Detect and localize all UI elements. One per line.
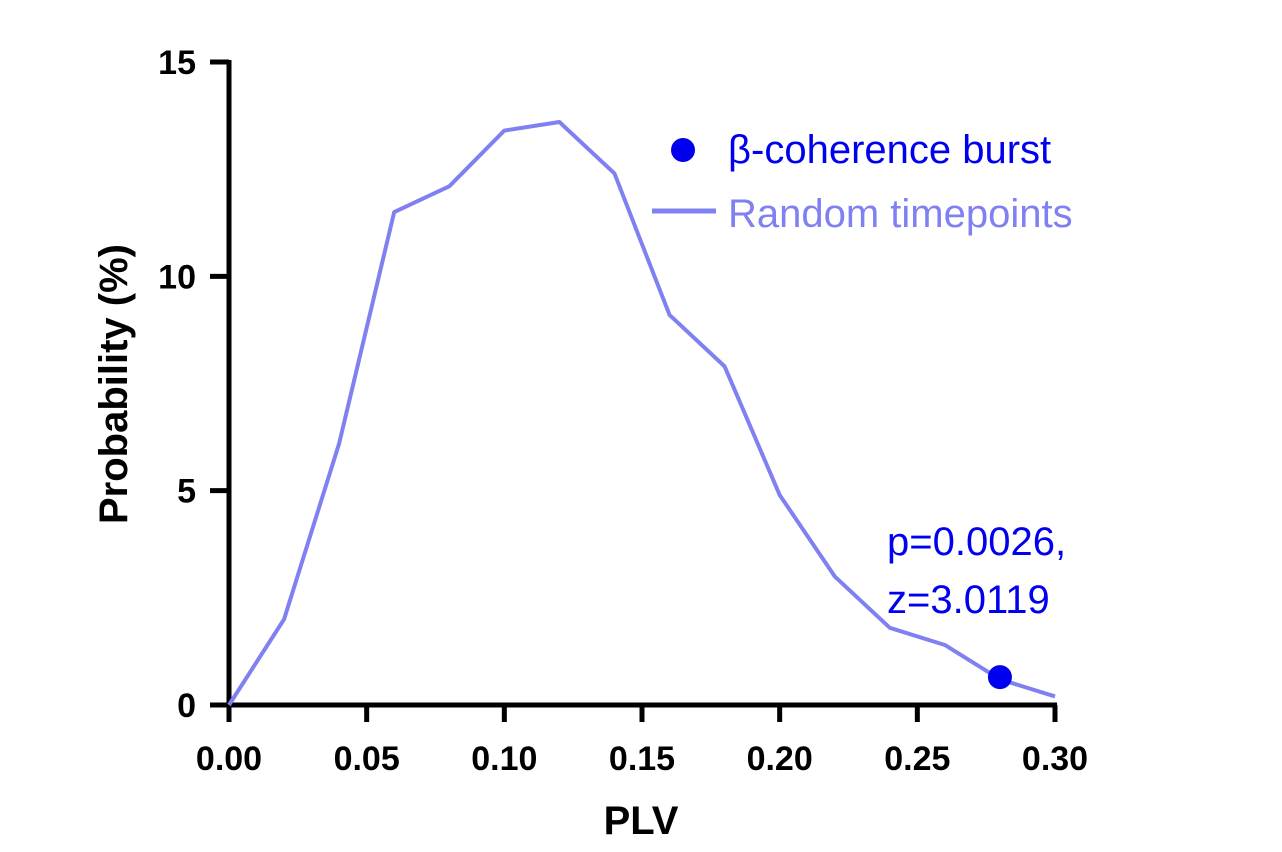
x-tick-label: 0.10 xyxy=(471,740,537,778)
annotation-z-score: z=3.0119 xyxy=(887,578,1050,622)
annotation-p-value: p=0.0026, xyxy=(887,520,1066,564)
y-tick-label: 5 xyxy=(177,473,196,511)
x-tick-label: 0.20 xyxy=(747,740,813,778)
legend-random-label: Random timepoints xyxy=(728,192,1073,236)
x-tick-label: 0.00 xyxy=(196,740,262,778)
burst-data-point xyxy=(987,665,1012,690)
legend: β-coherence burst Random timepoints xyxy=(652,128,1073,236)
y-tick-label: 10 xyxy=(158,258,196,296)
y-tick-label: 15 xyxy=(158,44,196,82)
x-ticks: 0.00 0.05 0.10 0.15 0.20 0.25 0.30 xyxy=(196,705,1088,778)
x-tick-label: 0.30 xyxy=(1022,740,1088,778)
legend-burst-label: β-coherence burst xyxy=(728,128,1051,172)
x-axis-title: PLV xyxy=(604,799,679,843)
stats-annotation: p=0.0026, z=3.0119 xyxy=(887,520,1066,622)
x-tick-label: 0.15 xyxy=(609,740,675,778)
y-ticks: 0 5 10 15 xyxy=(158,44,229,725)
random-timepoints-line xyxy=(227,120,1056,707)
y-axis-title: Probability (%) xyxy=(92,244,136,524)
y-tick-label: 0 xyxy=(177,687,196,725)
x-tick-label: 0.05 xyxy=(334,740,400,778)
legend-burst-marker xyxy=(671,138,695,162)
plot-area xyxy=(227,120,1056,707)
x-tick-label: 0.25 xyxy=(884,740,950,778)
